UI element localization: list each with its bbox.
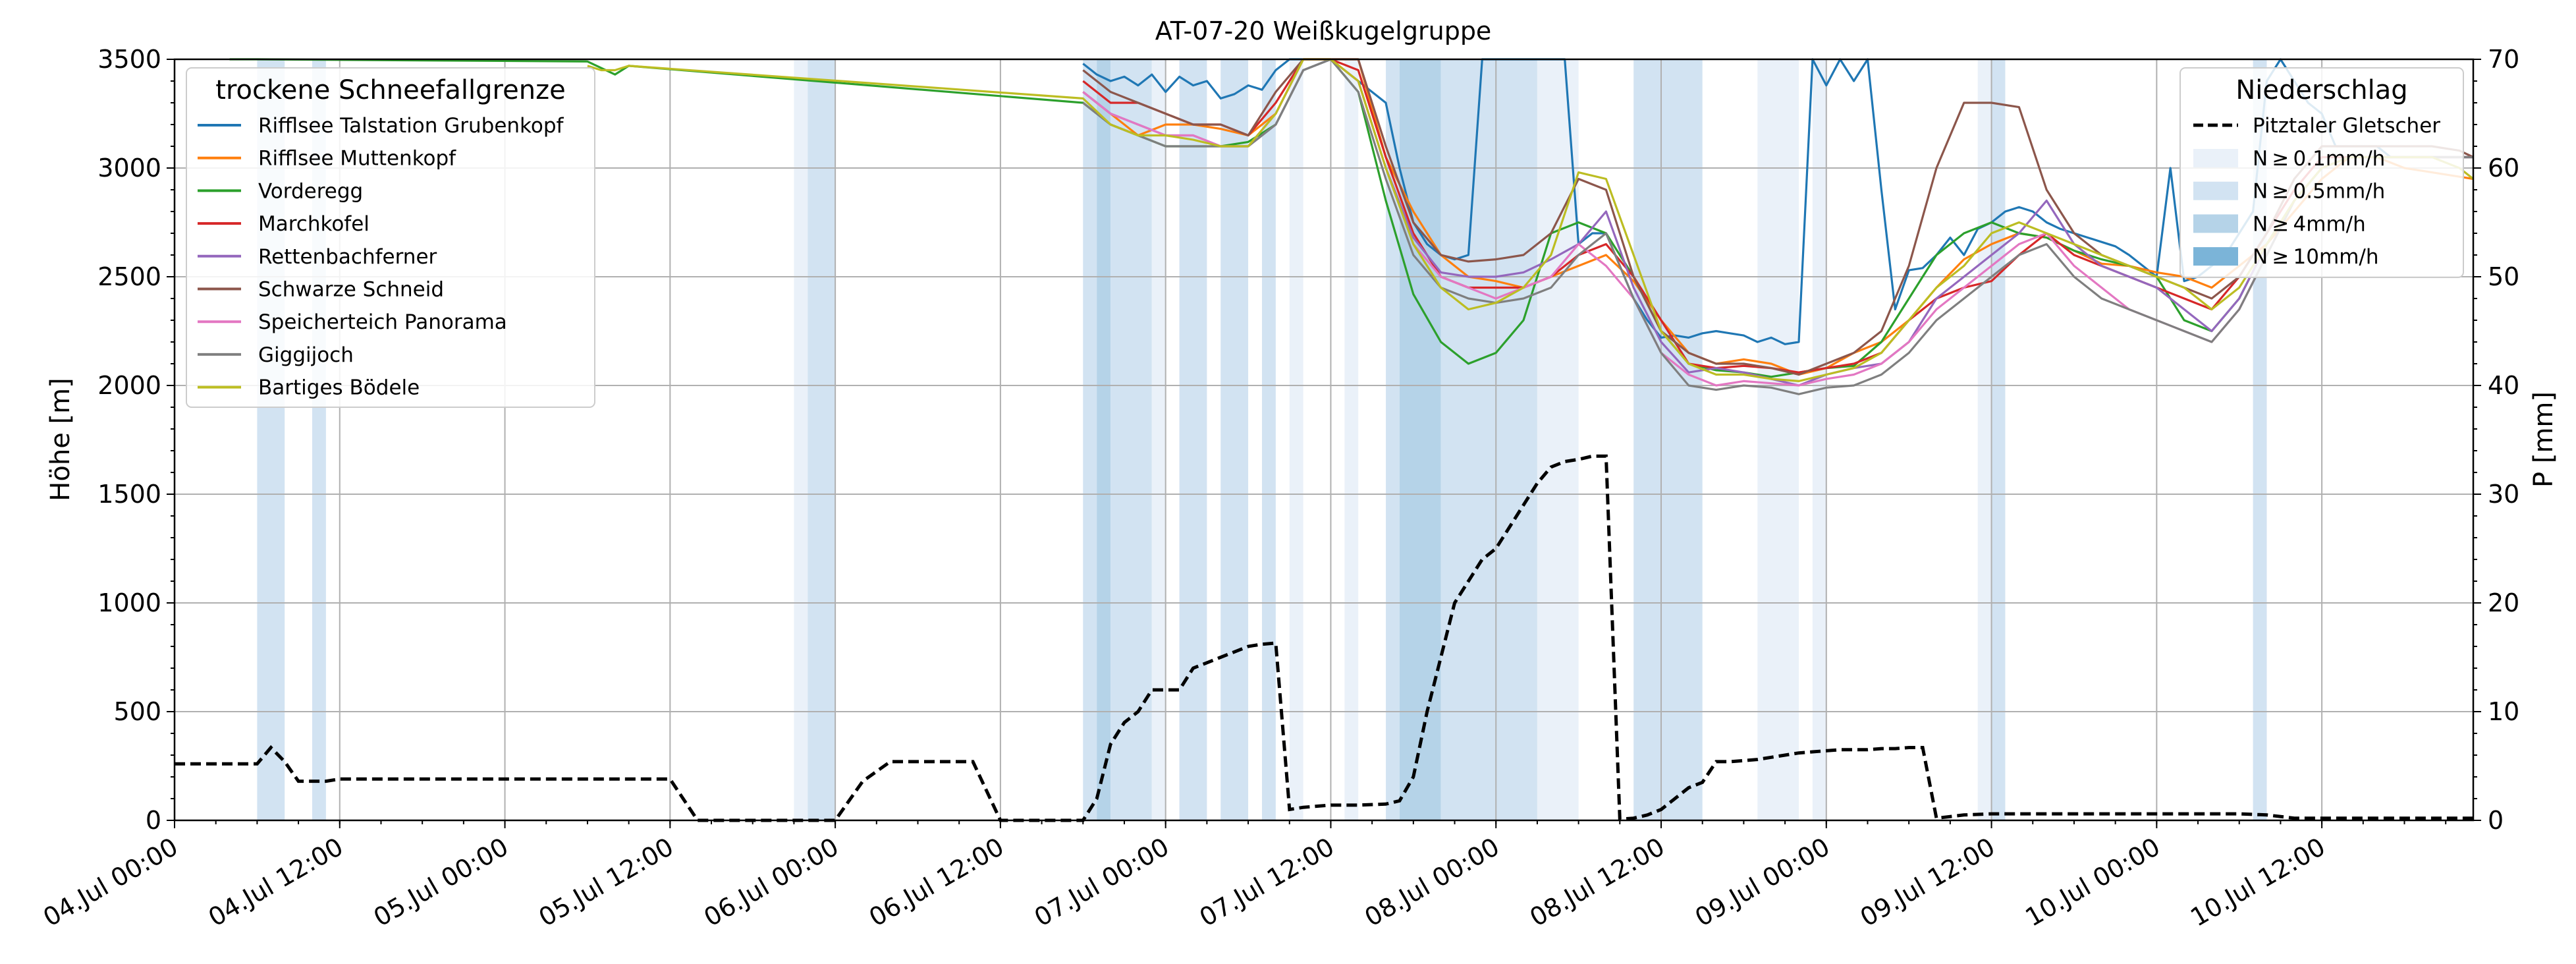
legend-precip-line-label: Pitztaler Gletscher <box>2253 114 2440 138</box>
y-axis-right: 0 10 20 30 40 50 60 70 <box>2473 45 2519 835</box>
precip-band <box>1344 59 1359 820</box>
y-axis-label: Höhe [m] <box>45 378 76 501</box>
x-tick-label: 07.Jul 00:00 <box>1029 832 1174 932</box>
x-tick-label: 04.Jul 00:00 <box>38 832 182 932</box>
precip-line-group <box>175 454 2473 822</box>
x-tick-label: 05.Jul 12:00 <box>534 832 678 932</box>
legend-band-swatch <box>2193 149 2238 167</box>
legend-entry-label: Schwarze Schneid <box>258 278 444 302</box>
y-tick-label: 1500 <box>97 480 161 509</box>
legend-entry-label: Speicherteich Panorama <box>258 310 507 334</box>
x-tick-label: 08.Jul 12:00 <box>1525 832 1669 932</box>
y-tick-label: 2500 <box>97 262 161 291</box>
precip-band <box>1083 59 1097 820</box>
precip-band <box>1440 59 1537 820</box>
legend-band-label: N ≥ 0.1mm/h <box>2253 147 2385 171</box>
legend-band-label: N ≥ 0.5mm/h <box>2253 180 2385 204</box>
y2-tick-label: 70 <box>2488 45 2519 74</box>
y2-tick-label: 0 <box>2488 806 2504 835</box>
legend-entry-label: Rifflsee Muttenkopf <box>258 147 456 171</box>
y-tick-label: 1000 <box>97 588 161 617</box>
precip-band <box>1220 59 1249 820</box>
x-tick-label: 06.Jul 00:00 <box>699 832 843 932</box>
legend-snowline-box <box>186 67 595 408</box>
precip-band <box>1757 59 1799 820</box>
precip-band <box>1289 59 1303 820</box>
chart-title: AT-07-20 Weißkugelgruppe <box>1155 16 1492 45</box>
series-line <box>587 58 2474 383</box>
precip-band <box>808 59 836 820</box>
precip-band <box>1097 59 1111 820</box>
legend-snowline-title: trockene Schneefallgrenze <box>215 75 565 105</box>
legend-entry-label: Giggijoch <box>258 343 354 367</box>
precip-band <box>1151 59 1166 820</box>
legend-entry-label: Bartiges Bödele <box>258 376 420 400</box>
precip-band <box>1991 59 2006 820</box>
precip-band <box>1977 59 1992 820</box>
y-tick-label: 3000 <box>97 154 161 183</box>
y-tick-label: 3500 <box>97 45 161 74</box>
precip-band <box>1537 59 1579 820</box>
y2-axis-label: P [mm] <box>2529 391 2559 488</box>
legend-entry-label: Rettenbachferner <box>258 245 437 269</box>
legend-band-swatch <box>2193 214 2238 233</box>
precip-band <box>1386 59 1400 820</box>
y2-tick-label: 40 <box>2488 371 2519 400</box>
legend-band-label: N ≥ 10mm/h <box>2253 245 2378 269</box>
precip-band <box>1812 59 1826 820</box>
y2-tick-label: 20 <box>2488 588 2519 617</box>
y-tick-label: 0 <box>146 806 161 835</box>
precip-band <box>1633 59 1703 820</box>
series-line <box>1082 58 2473 395</box>
legend-entry-label: Vorderegg <box>258 179 363 203</box>
precip-band <box>1110 59 1152 820</box>
legend-precip-title: Niederschlag <box>2235 75 2407 105</box>
precip-line <box>175 454 2473 822</box>
x-tick-label: 05.Jul 00:00 <box>369 832 513 932</box>
y-tick-label: 2000 <box>97 371 161 400</box>
precip-band <box>1399 59 1441 820</box>
y2-tick-label: 30 <box>2488 480 2519 509</box>
y-axis-left: 0 500 1000 1500 2000 2500 3000 3500 <box>97 45 175 835</box>
x-tick-label: 09.Jul 12:00 <box>1855 832 2000 932</box>
y2-tick-label: 60 <box>2488 154 2519 183</box>
x-tick-label: 04.Jul 12:00 <box>204 832 348 932</box>
precip-band <box>1261 59 1276 820</box>
legend-band-swatch <box>2193 181 2238 200</box>
legend-snowline: trockene Schneefallgrenze Rifflsee Talst… <box>186 67 595 408</box>
x-tick-label: 07.Jul 12:00 <box>1195 832 1339 932</box>
legend-band-swatch <box>2193 247 2238 266</box>
x-axis: 04.Jul 00:00 04.Jul 12:00 05.Jul 00:00 05.J… <box>38 820 2447 932</box>
legend-entry-label: Rifflsee Talstation Grubenkopf <box>258 114 564 138</box>
plot-frame <box>173 58 2475 822</box>
x-tick-label: 10.Jul 12:00 <box>2185 832 2330 932</box>
y-tick-label: 500 <box>113 697 161 726</box>
x-tick-label: 09.Jul 00:00 <box>1690 832 1834 932</box>
legend-precip: Niederschlag Pitztaler Gletscher N ≥ 0.1… <box>2179 67 2464 278</box>
precip-band <box>1179 59 1207 820</box>
x-tick-label: 08.Jul 00:00 <box>1359 832 1504 932</box>
precip-bands <box>257 59 2267 820</box>
x-tick-label: 06.Jul 12:00 <box>864 832 1008 932</box>
y2-tick-label: 50 <box>2488 262 2519 291</box>
x-tick-label: 10.Jul 00:00 <box>2020 832 2164 932</box>
legend-band-label: N ≥ 4mm/h <box>2253 212 2366 236</box>
legend-precip-box <box>2179 67 2464 278</box>
precip-band <box>794 59 808 820</box>
legend-entry-label: Marchkofel <box>258 212 370 236</box>
y2-tick-label: 10 <box>2488 697 2519 726</box>
